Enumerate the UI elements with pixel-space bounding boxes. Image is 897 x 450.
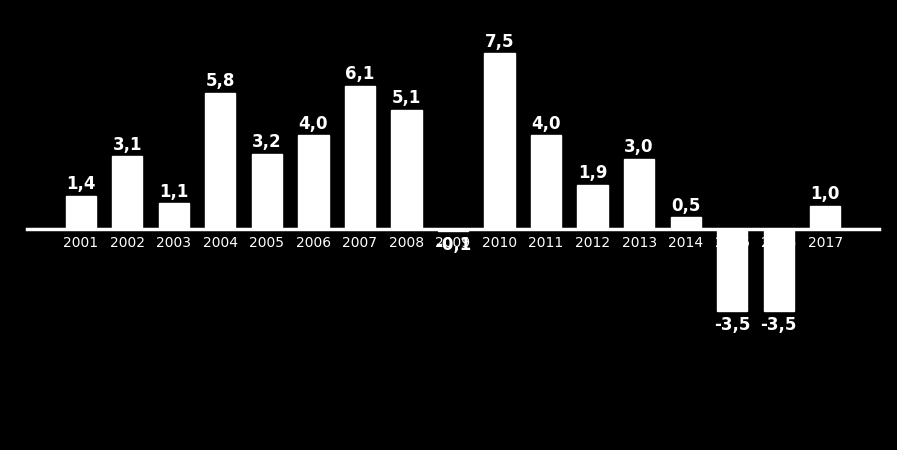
Text: 0,5: 0,5 — [671, 197, 701, 215]
Text: 4,0: 4,0 — [299, 115, 328, 133]
Text: 1,0: 1,0 — [811, 185, 840, 203]
Text: 1,9: 1,9 — [578, 164, 607, 182]
Bar — [344, 86, 375, 229]
Bar — [159, 203, 189, 229]
Bar — [763, 229, 794, 311]
Text: 5,1: 5,1 — [392, 89, 422, 107]
Text: 1,4: 1,4 — [66, 176, 95, 194]
Bar — [531, 135, 562, 229]
Bar — [65, 196, 96, 229]
Text: -3,5: -3,5 — [761, 316, 797, 334]
Bar — [205, 93, 236, 229]
Text: 4,0: 4,0 — [531, 115, 561, 133]
Bar — [252, 154, 282, 229]
Text: -3,5: -3,5 — [714, 316, 750, 334]
Bar — [670, 217, 701, 229]
Bar — [391, 110, 422, 229]
Bar — [438, 229, 468, 231]
Text: 5,8: 5,8 — [205, 72, 235, 90]
Text: 7,5: 7,5 — [484, 32, 514, 50]
Text: 3,1: 3,1 — [112, 135, 142, 153]
Text: -0,1: -0,1 — [435, 236, 471, 254]
Bar — [578, 184, 607, 229]
Bar — [484, 54, 515, 229]
Bar — [810, 206, 840, 229]
Text: 3,0: 3,0 — [624, 138, 654, 156]
Text: 1,1: 1,1 — [159, 183, 188, 201]
Bar — [112, 157, 143, 229]
Text: 6,1: 6,1 — [345, 65, 375, 83]
Bar — [299, 135, 328, 229]
Bar — [624, 159, 654, 229]
Text: 3,2: 3,2 — [252, 133, 282, 151]
Bar — [717, 229, 747, 311]
